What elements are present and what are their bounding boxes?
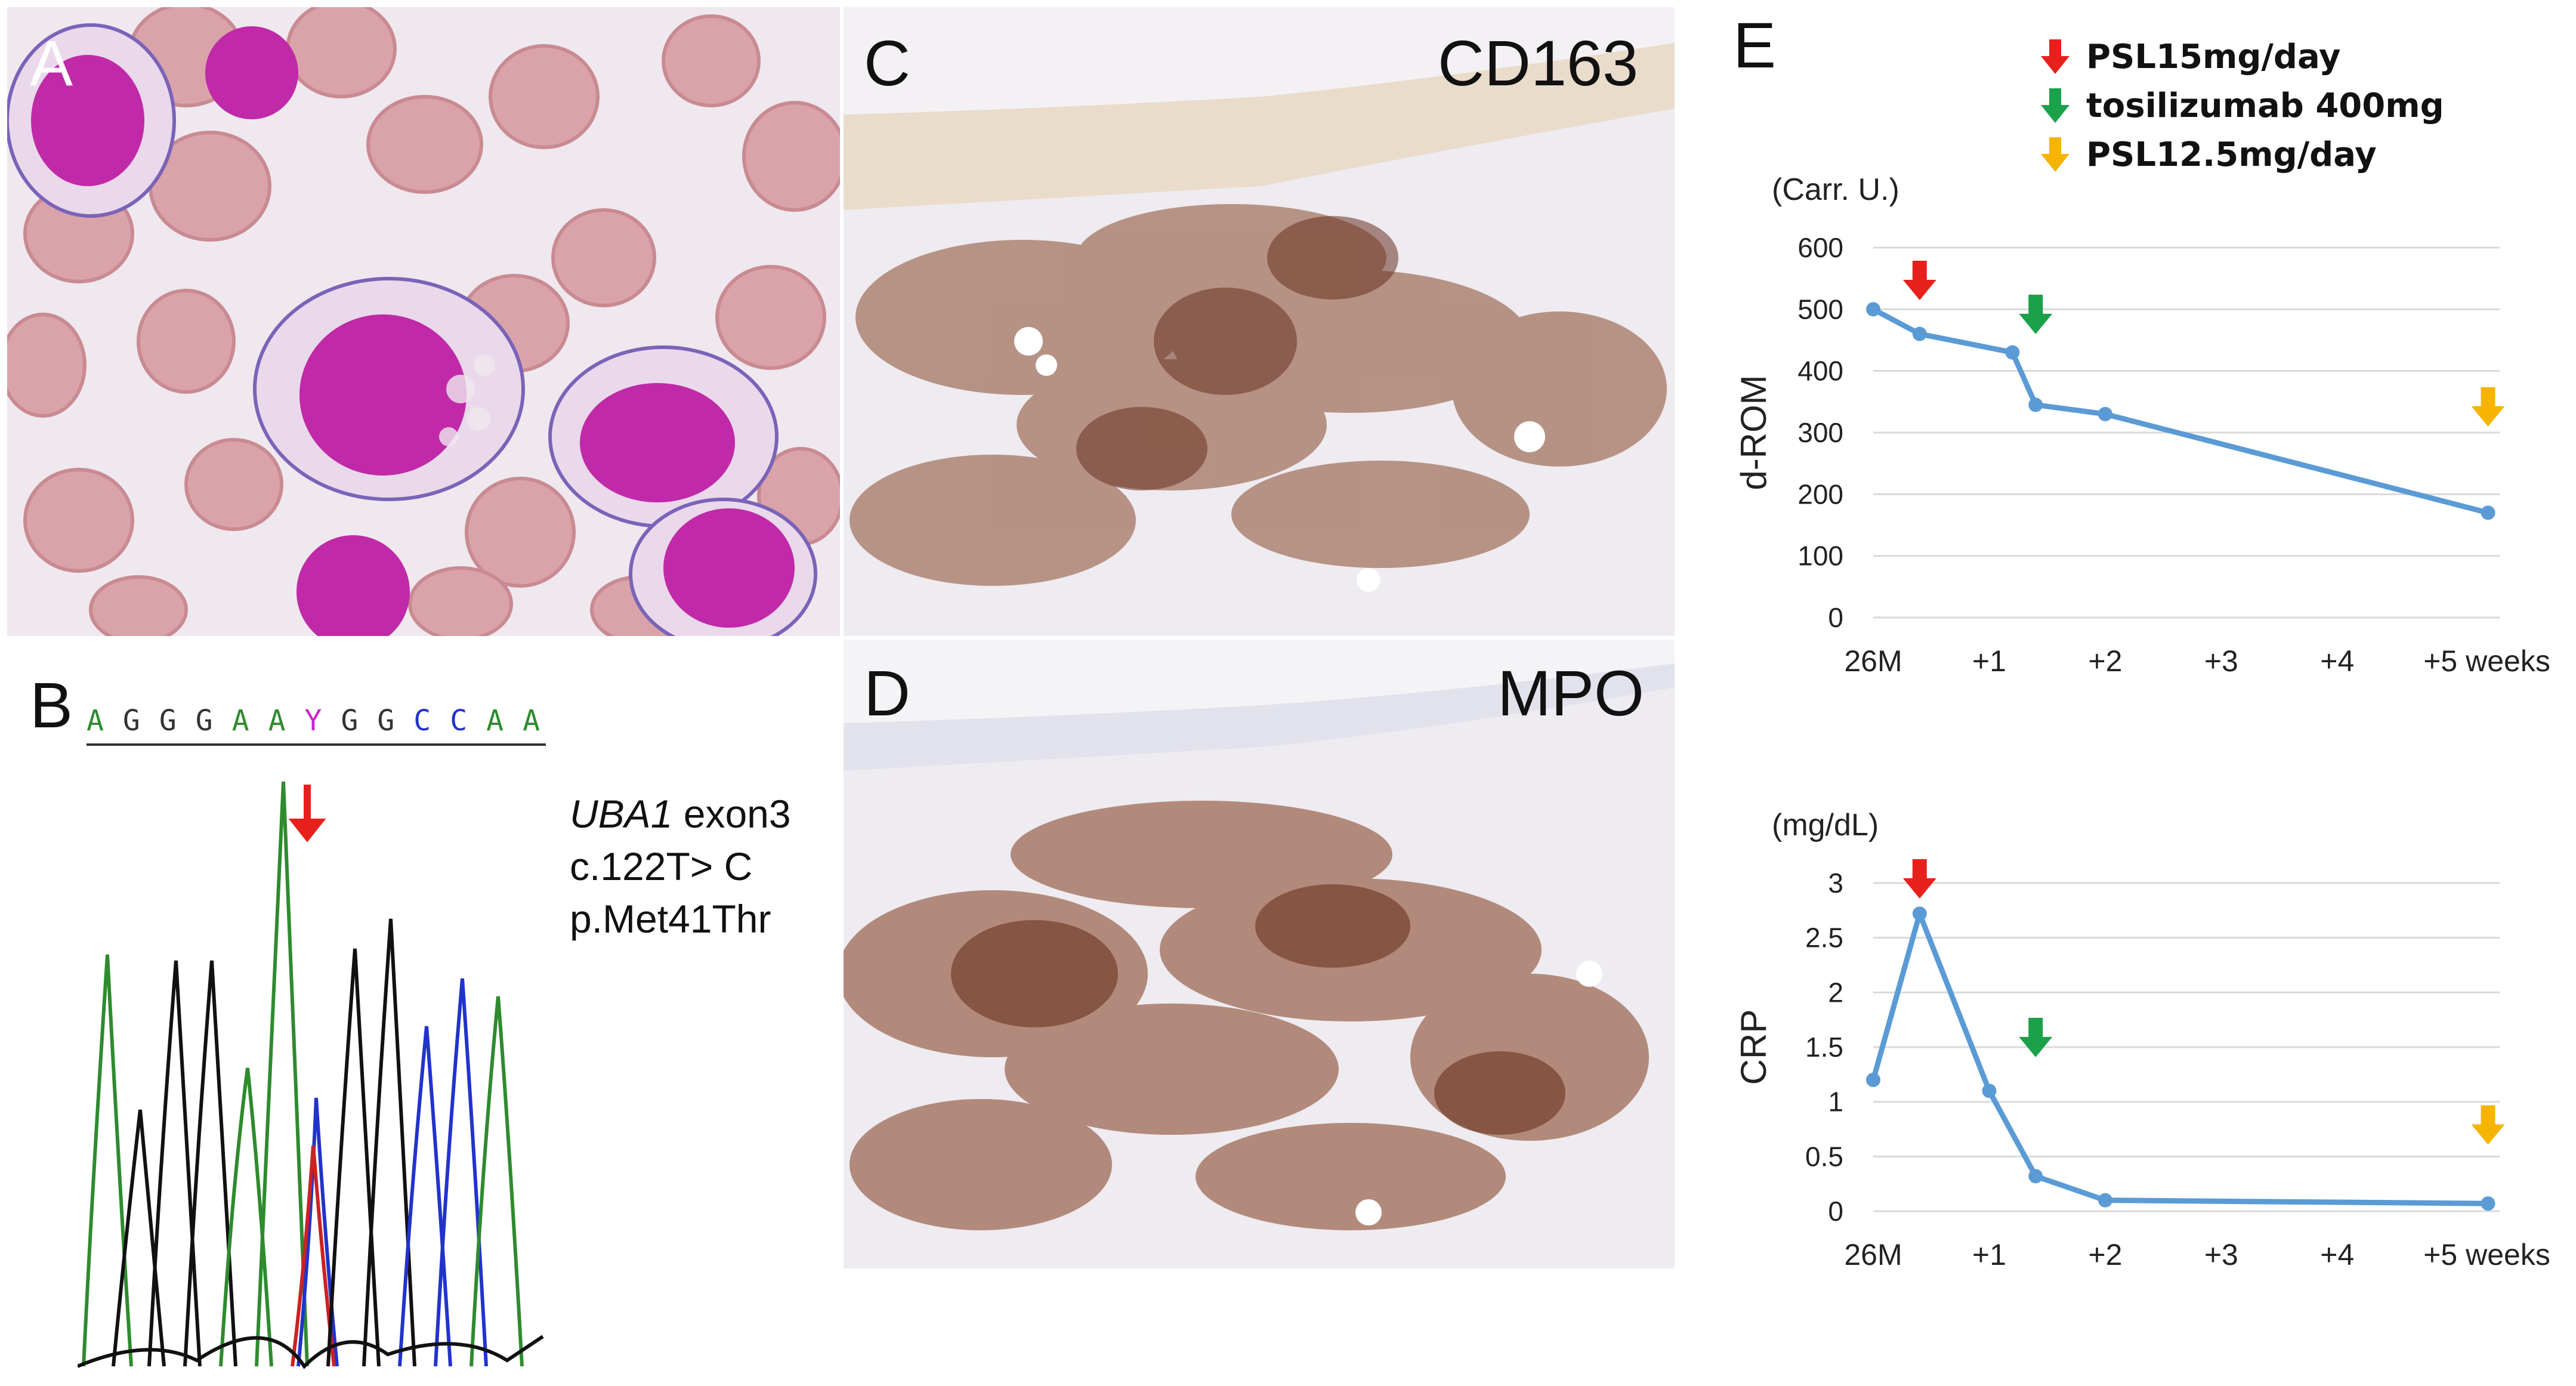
mpo-stain-label: MPO [1497,657,1645,729]
mutation-description: UBA1 exon3 c.122T> C p.Met41Thr [570,788,791,945]
y-tick-label: 3 [1828,868,1843,899]
treatment-arrow-icon [2471,1105,2505,1145]
x-tick-label: +4 [2320,644,2354,678]
sequence-base: Y [304,704,322,737]
series-line [1871,307,2489,515]
y-unit-label: (Carr. U.) [1772,172,1899,207]
exon-label: exon3 [672,792,791,836]
data-point [1912,906,1927,921]
panel-d-label: D [864,657,910,729]
sequence-base: C [450,704,468,737]
panel-d-mpo-stain-image [844,640,1675,1268]
x-tick-label: +1 [1972,644,2006,678]
legend-label: tosilizumab 400mg [2086,86,2444,125]
y-tick-label: 300 [1797,417,1843,448]
cd163-histology-illustration [844,7,1675,636]
legend-item: tosilizumab 400mg [2037,86,2444,125]
blood-smear-illustration [7,7,840,636]
x-tick-label: +3 [2204,1238,2238,1271]
treatment-arrow-icon [2019,294,2053,334]
data-point [2481,1196,2495,1211]
sequence-base: G [377,704,395,737]
y-tick-label: 600 [1797,232,1843,263]
x-tick-label: +5 weeks [2423,1238,2550,1271]
sequence-base: G [341,704,359,737]
y-tick-label: 0 [1828,602,1843,633]
y-tick-label: 0 [1828,1196,1843,1227]
sequence-base: A [523,704,540,737]
data-point [1982,1084,1997,1098]
legend-label: PSL12.5mg/day [2086,135,2377,174]
y-tick-label: 1 [1828,1086,1843,1118]
series-line [1870,910,2488,1206]
protein-change: p.Met41Thr [570,897,771,941]
x-tick-label: +2 [2088,644,2122,678]
y-tick-label: 200 [1797,479,1843,510]
legend-label: PSL15mg/day [2086,37,2341,76]
cdna-change: c.122T> C [570,844,753,888]
legend-item: PSL12.5mg/day [2037,135,2377,174]
crp-chart: (mg/dL) CRP 0 0.5 1 1.5 2 2.5 3 26M +1 +2 +3 +4 +5 wee… [1734,808,2550,1271]
x-tick-label: +1 [1972,1238,2006,1271]
data-point [2028,1169,2043,1184]
data-point [2005,345,2020,360]
cd163-stain-label: CD163 [1438,27,1639,99]
data-point [1866,302,1880,317]
data-point [2098,1193,2112,1208]
sequence-base: C [413,704,431,737]
x-tick-label: +2 [2088,1238,2122,1271]
x-tick-label: +3 [2204,644,2238,678]
x-tick-label: +4 [2320,1238,2354,1271]
data-point [2098,407,2112,421]
sequence-base: G [122,704,140,737]
mpo-histology-illustration [844,640,1675,1268]
legend-item: PSL15mg/day [2037,37,2341,76]
sequence-base: A [486,704,504,737]
y-tick-label: 500 [1797,294,1843,325]
data-point [2481,505,2495,520]
d-rom-chart: (Carr. U.) d-ROM 0 100 200 300 400 500 600 26M +1 +… [1734,172,2550,678]
data-point [1912,326,1927,341]
x-tick-label: +5 weeks [2423,644,2550,678]
data-point [1866,1073,1880,1087]
panel-a-blood-smear-image [7,7,840,636]
sequence-base: A [87,704,104,737]
sequence-base: A [268,704,286,737]
y-tick-label: 400 [1797,356,1843,387]
sequence-base: G [195,704,213,737]
y-unit-label: (mg/dL) [1772,808,1879,842]
x-tick-label: 26M [1844,1238,1902,1271]
y-tick-label: 2.5 [1805,922,1843,953]
panel-c-cd163-stain-image [844,7,1675,636]
panel-b-label: B [30,669,73,741]
treatment-arrow-icon [1902,859,1936,899]
down-arrow-icon [2041,88,2070,123]
sequence-base: A [231,704,249,737]
y-axis-label: d-ROM [1734,375,1774,490]
treatment-arrow-icon [2471,387,2505,427]
panel-c-label: C [864,27,910,99]
panel-e-label: E [1733,9,1777,81]
y-tick-label: 1.5 [1805,1032,1843,1063]
sequence-base: G [159,704,177,737]
y-tick-label: 2 [1828,977,1843,1008]
gene-name: UBA1 [570,792,673,836]
treatment-arrow-icon [2019,1017,2053,1057]
y-axis-label: CRP [1734,1010,1774,1085]
chromatogram-trace [78,781,544,1369]
panel-a-label: A [30,27,73,99]
mutation-arrow-icon [288,785,326,842]
treatment-arrow-icon [1902,261,1936,300]
y-tick-label: 100 [1797,541,1843,572]
x-tick-label: 26M [1844,644,1902,678]
data-point [2028,397,2043,412]
y-tick-label: 0.5 [1805,1141,1843,1172]
down-arrow-icon [2041,137,2070,172]
down-arrow-icon [2041,39,2070,74]
